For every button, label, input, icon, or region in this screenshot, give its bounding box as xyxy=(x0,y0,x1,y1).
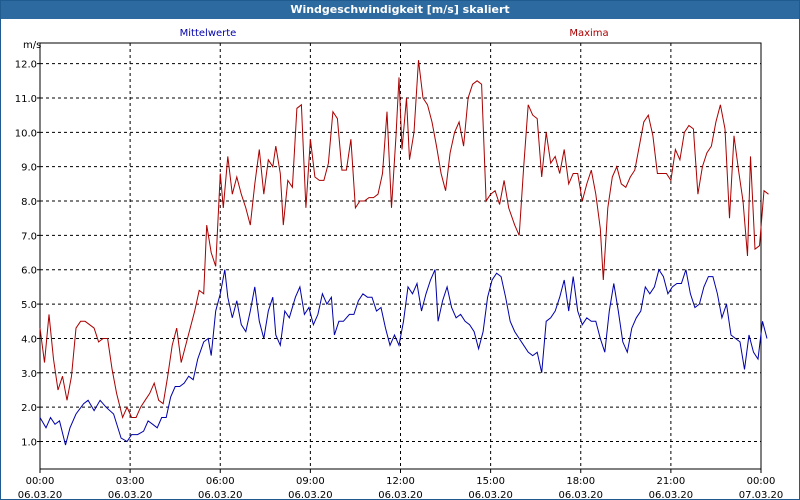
y-tick-label: 7.0 xyxy=(21,231,37,242)
x-tick-date-label: 06.03.20 xyxy=(649,490,694,499)
x-tick-date-label: 06.03.20 xyxy=(198,490,243,499)
x-tick-time-label: 21:00 xyxy=(656,476,685,487)
x-tick-date-label: 06.03.20 xyxy=(378,490,423,499)
series-line-mittelwerte xyxy=(39,268,768,446)
legend-maxima: Maxima xyxy=(569,28,608,39)
y-tick-label: 4.0 xyxy=(21,334,37,345)
y-tick-label: 8.0 xyxy=(21,197,37,208)
x-axis-ticks: 00:00 06.03.20 03:00 06.03.20 06:00 06.03.20 0… xyxy=(18,469,784,499)
y-tick-label: 1.0 xyxy=(21,438,37,449)
x-tick-time-label: 15:00 xyxy=(476,476,505,487)
x-tick-time-label: 00:00 xyxy=(26,476,55,487)
y-tick-label: 10.0 xyxy=(15,128,37,139)
y-axis-unit-label: m/s xyxy=(23,40,41,51)
y-tick-label: 11.0 xyxy=(15,94,37,105)
x-tick-time-label: 03:00 xyxy=(116,476,145,487)
y-tick-label: 2.0 xyxy=(21,403,37,414)
y-tick-label: 5.0 xyxy=(21,300,37,311)
grid-lines xyxy=(40,43,761,469)
y-tick-label: 3.0 xyxy=(21,369,37,380)
y-tick-label: 12.0 xyxy=(15,60,37,71)
y-tick-label: 6.0 xyxy=(21,266,37,277)
x-tick-date-label: 07.03.20 xyxy=(739,490,784,499)
legend-mittelwerte: Mittelwerte xyxy=(180,28,237,39)
x-tick-time-label: 00:00 xyxy=(747,476,776,487)
series-line-maxima xyxy=(39,60,769,420)
x-tick-time-label: 12:00 xyxy=(386,476,415,487)
series-lines xyxy=(39,60,769,446)
x-tick-time-label: 09:00 xyxy=(296,476,325,487)
x-tick-time-label: 06:00 xyxy=(206,476,235,487)
y-tick-label: 9.0 xyxy=(21,163,37,174)
x-tick-date-label: 06.03.20 xyxy=(558,490,603,499)
x-tick-date-label: 06.03.20 xyxy=(18,490,63,499)
x-tick-time-label: 18:00 xyxy=(566,476,595,487)
wind-speed-chart: 1.02.03.04.05.06.07.08.09.010.011.012.0 … xyxy=(15,28,784,499)
window-title: Windgeschwindigkeit [m/s] skaliert xyxy=(1,1,799,19)
x-tick-date-label: 06.03.20 xyxy=(108,490,153,499)
x-tick-date-label: 06.03.20 xyxy=(468,490,513,499)
y-axis-ticks: 1.0 2.0 3.0 4.0 5.0 6.0 7.0 8.0 9.0 10.0 11.0 12.0 xyxy=(15,60,40,449)
x-tick-date-label: 06.03.20 xyxy=(288,490,333,499)
